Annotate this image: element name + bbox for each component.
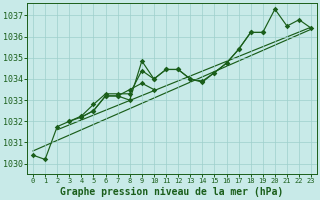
- X-axis label: Graphe pression niveau de la mer (hPa): Graphe pression niveau de la mer (hPa): [60, 187, 284, 197]
